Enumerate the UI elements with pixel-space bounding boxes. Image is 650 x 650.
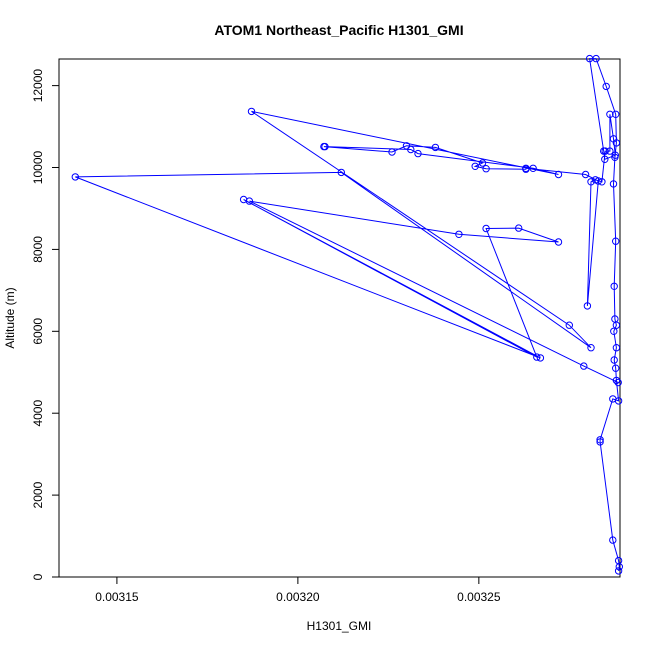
y-tick-label: 4000 bbox=[31, 400, 45, 427]
data-point bbox=[554, 238, 563, 246]
data-point bbox=[482, 224, 490, 233]
data-point bbox=[611, 151, 619, 159]
series-line bbox=[75, 58, 620, 571]
data-point bbox=[565, 321, 573, 329]
data-point bbox=[587, 344, 595, 352]
data-point bbox=[596, 438, 604, 446]
y-tick-label: 10000 bbox=[31, 151, 45, 185]
data-point bbox=[610, 282, 618, 290]
data-point bbox=[471, 162, 479, 171]
data-point bbox=[612, 237, 620, 245]
data-point bbox=[580, 362, 588, 370]
y-axis-label: Altitude (m) bbox=[3, 287, 17, 348]
data-point bbox=[614, 397, 623, 405]
data-point bbox=[585, 54, 594, 63]
y-axis: 0 2000 4000 6000 8000 10000 12000 bbox=[31, 69, 59, 580]
data-point bbox=[598, 178, 606, 186]
data-point bbox=[554, 170, 563, 179]
data-point bbox=[610, 356, 618, 364]
x-axis-label: H1301_GMI bbox=[307, 619, 372, 633]
series-layer bbox=[71, 54, 623, 575]
y-tick-label: 8000 bbox=[31, 236, 45, 263]
data-point bbox=[522, 165, 530, 173]
data-point bbox=[402, 142, 411, 150]
data-point bbox=[612, 364, 620, 372]
y-tick-label: 12000 bbox=[31, 69, 45, 103]
data-point bbox=[245, 197, 254, 205]
data-point bbox=[612, 344, 621, 352]
data-point bbox=[529, 164, 537, 173]
data-point bbox=[431, 143, 440, 152]
data-point bbox=[612, 376, 621, 385]
y-tick-label: 0 bbox=[31, 573, 45, 580]
data-point bbox=[247, 107, 256, 116]
data-point bbox=[614, 567, 623, 575]
data-point bbox=[478, 159, 487, 167]
data-point bbox=[596, 436, 604, 444]
data-point bbox=[583, 302, 592, 310]
data-point bbox=[609, 536, 617, 544]
data-point bbox=[602, 82, 610, 91]
data-point bbox=[407, 145, 415, 154]
data-point bbox=[414, 149, 422, 158]
data-point bbox=[337, 168, 345, 177]
data-point bbox=[587, 178, 595, 186]
chart-title: ATOM1 Northeast_Pacific H1301_GMI bbox=[214, 22, 463, 38]
data-point bbox=[594, 177, 602, 185]
data-point bbox=[614, 556, 623, 565]
y-tick-label: 6000 bbox=[31, 318, 45, 345]
x-tick-label: 0.00320 bbox=[276, 590, 320, 604]
x-axis: 0.00315 0.00320 0.00325 bbox=[95, 577, 501, 604]
data-point bbox=[455, 230, 463, 239]
x-tick-label: 0.00315 bbox=[95, 590, 139, 604]
data-point bbox=[71, 173, 80, 181]
data-point bbox=[388, 148, 396, 156]
data-point bbox=[606, 110, 614, 119]
data-point bbox=[609, 135, 618, 143]
data-point bbox=[515, 224, 523, 232]
data-point bbox=[601, 147, 609, 155]
data-point bbox=[614, 378, 622, 387]
data-point bbox=[536, 354, 545, 362]
plot-frame bbox=[58, 58, 621, 578]
data-point bbox=[611, 315, 619, 323]
data-point bbox=[612, 110, 620, 119]
data-point bbox=[581, 170, 590, 179]
data-point bbox=[482, 165, 490, 173]
data-point bbox=[610, 327, 618, 335]
data-point bbox=[321, 142, 329, 151]
y-tick-label: 2000 bbox=[31, 481, 45, 508]
x-tick-label: 0.00325 bbox=[457, 590, 501, 604]
data-point bbox=[609, 180, 618, 188]
data-point bbox=[606, 147, 614, 155]
data-point bbox=[601, 155, 609, 164]
data-point bbox=[533, 353, 541, 361]
